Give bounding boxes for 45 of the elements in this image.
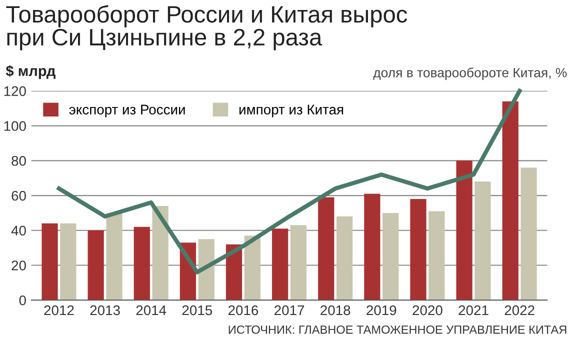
bar <box>474 182 491 300</box>
bar <box>364 194 380 300</box>
bar <box>42 223 58 300</box>
y-tick-label: 80 <box>12 156 26 166</box>
bar <box>134 226 150 300</box>
bar <box>88 230 104 300</box>
x-tick-label: 2018 <box>320 305 350 316</box>
bar <box>152 206 168 300</box>
y-axis-title: $ млрд <box>6 65 56 79</box>
x-tick-label: 2013 <box>90 305 120 316</box>
x-tick-label: 2017 <box>274 305 304 316</box>
x-tick-label: 2014 <box>136 305 166 316</box>
y-tick-label: 120 <box>4 86 26 96</box>
bar <box>60 223 76 300</box>
y-tick-label: 20 <box>12 260 26 270</box>
bar <box>502 101 518 300</box>
bar <box>198 239 214 300</box>
bar <box>106 212 122 300</box>
bar <box>336 216 353 300</box>
text: ИСТОЧНИК: ГЛАВНОЕ ТАМОЖЕННОЕ УПРАВЛЕНИЕ КИТАЯ <box>228 325 566 334</box>
bar <box>382 212 399 300</box>
y-tick-label: 0 <box>19 295 26 306</box>
legend-label: импорт из Китая <box>240 104 344 118</box>
line-series <box>56 88 522 274</box>
bar <box>272 228 288 300</box>
x-tick-label: 2022 <box>504 305 534 316</box>
y-tick-label: 60 <box>12 190 26 201</box>
bar <box>244 236 260 300</box>
bar <box>520 168 537 300</box>
y2-axis-title: доля в товарообороте Китая, % <box>373 68 567 80</box>
x-tick-label: 2012 <box>44 305 74 316</box>
chart-title: Товарооборот России и Китая вырос при Си Цзиньпине в 2,2 раза <box>6 5 408 50</box>
legend-label: экспорт из России <box>69 104 185 118</box>
bar <box>410 198 426 300</box>
bar <box>428 211 445 300</box>
x-tick-label: 2020 <box>412 305 442 316</box>
x-tick-label: 2019 <box>366 305 396 316</box>
bar <box>318 197 334 300</box>
x-tick-label: 2016 <box>228 305 258 316</box>
bar <box>290 225 307 300</box>
y-tick-label: 100 <box>4 121 26 131</box>
x-tick-label: 2021 <box>458 305 488 316</box>
bar <box>456 160 472 300</box>
x-tick-label: 2015 <box>182 305 212 316</box>
y-tick-label: 40 <box>11 226 26 236</box>
